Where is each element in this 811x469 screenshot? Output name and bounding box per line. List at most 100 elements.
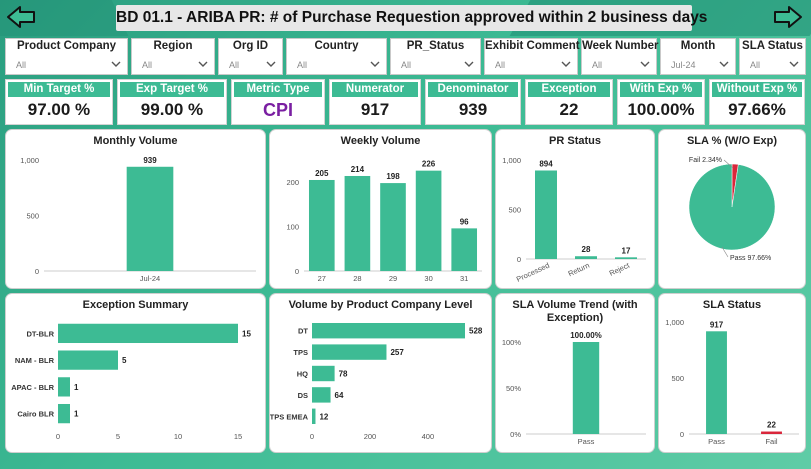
y-tick-label: DS <box>298 391 308 400</box>
data-label: 22 <box>767 421 776 430</box>
y-tick-label: 0 <box>35 267 39 276</box>
bar <box>572 342 600 434</box>
sla-pie-panel[interactable]: SLA % (W/O Exp) Fail 2.34% Pass 97.66% <box>658 129 806 289</box>
pie-slice <box>688 163 776 251</box>
chart-title: Weekly Volume <box>340 135 421 147</box>
slicer-org-id[interactable]: Org ID All <box>218 38 283 75</box>
bar <box>761 431 782 434</box>
product-company-chart: 0 200 400 528 DT 257 TPS 78 HQ 64 DS 12 TPS EMEA <box>270 322 483 441</box>
chevron-down-icon[interactable] <box>561 60 571 68</box>
product-company-panel[interactable]: Volume by Product Company Level 0 200 400 5… <box>269 293 492 453</box>
slicer-exhibit-comment[interactable]: Exhibit Comment All <box>484 38 580 75</box>
slicer-country[interactable]: Country All <box>286 38 387 75</box>
x-tick-label: 31 <box>460 274 468 283</box>
bar <box>380 183 406 271</box>
kpi-label: Min Target % <box>8 82 110 97</box>
bar <box>312 322 465 339</box>
sla-trend-panel[interactable]: SLA Volume Trend (with Exception) 0% 50% 1… <box>495 293 655 453</box>
data-label: 1 <box>74 410 79 419</box>
y-tick-label: 100% <box>502 338 522 347</box>
bar <box>415 170 442 271</box>
slicer-region[interactable]: Region All <box>131 38 215 75</box>
y-tick-label: TPS EMEA <box>270 412 309 421</box>
x-tick-label: 0 <box>56 432 60 441</box>
y-tick-label: 500 <box>671 374 684 383</box>
sla-status-panel[interactable]: SLA Status 0 500 1,000 917 Pass 22 Fail <box>658 293 806 453</box>
bar <box>312 365 335 382</box>
slicer-value: All <box>16 60 27 70</box>
weekly-volume-panel[interactable]: Weekly Volume 0 100 200 205 27 214 28 198 29 226 3… <box>269 129 492 289</box>
x-tick-label: 0 <box>310 432 314 441</box>
chevron-down-icon[interactable] <box>464 60 474 68</box>
slicer-label: Week Number <box>582 40 659 52</box>
kpi-label: Exception <box>528 82 610 97</box>
kpi-numerator: Numerator 917 <box>329 79 421 125</box>
x-tick-label: 29 <box>389 274 397 283</box>
y-tick-label: DT-BLR <box>27 329 55 338</box>
slicer-label: PR_Status <box>406 40 465 52</box>
y-tick-label: 0 <box>680 430 684 439</box>
x-tick-label: Pass <box>578 437 595 446</box>
x-tick-label: 30 <box>424 274 432 283</box>
data-label: 15 <box>242 329 251 338</box>
back-arrow-icon[interactable] <box>6 5 36 29</box>
chart-title: SLA Volume Trend (with Exception) <box>512 299 638 324</box>
bar <box>58 403 70 424</box>
chevron-down-icon[interactable] <box>789 60 799 68</box>
chevron-down-icon[interactable] <box>198 60 208 68</box>
y-tick-label: 500 <box>508 206 521 215</box>
kpi-value: 97.66% <box>728 100 786 119</box>
slicer-label: SLA Status <box>742 40 803 52</box>
slicer-label: Exhibit Comment <box>485 40 580 52</box>
kpi-denominator: Denominator 939 <box>425 79 521 125</box>
pr-status-panel[interactable]: PR Status 0 500 1,000 894 Processed 28 Return 1… <box>495 129 655 289</box>
bar <box>451 228 478 271</box>
slicer-label: Month <box>680 40 716 52</box>
exception-summary-panel[interactable]: Exception Summary 0 5 10 15 15 DT-BLR 5 NAM - B… <box>5 293 266 453</box>
bar <box>312 408 316 425</box>
slicer-sla-status[interactable]: SLA Status All <box>739 38 806 75</box>
x-tick-label: 5 <box>116 432 120 441</box>
kpi-label: Without Exp % <box>712 82 802 97</box>
header: BD 01.1 - ARIBA PR: # of Purchase Reques… <box>0 0 811 36</box>
kpi-value: 939 <box>458 100 488 119</box>
chevron-down-icon[interactable] <box>266 60 276 68</box>
bar <box>312 344 387 360</box>
data-label: 5 <box>122 356 127 365</box>
slicer-label: Org ID <box>232 40 269 52</box>
bar <box>58 323 238 344</box>
data-label: 205 <box>315 169 329 178</box>
y-tick-label: 100 <box>286 223 299 232</box>
y-tick-label: 200 <box>286 178 299 187</box>
data-label: 1 <box>74 383 79 392</box>
chevron-down-icon[interactable] <box>370 60 380 68</box>
slicer-month[interactable]: Month Jul-24 <box>660 38 736 75</box>
data-label: 17 <box>622 246 631 255</box>
kpi-value: 22 <box>559 100 579 119</box>
kpi-with-exp: With Exp % 100.00% <box>617 79 705 125</box>
data-label: 894 <box>539 159 553 168</box>
monthly-volume-panel[interactable]: Monthly Volume 0 500 1,000 939 Jul-24 <box>5 129 266 289</box>
y-tick-label: Cairo BLR <box>17 410 54 419</box>
chart-title: Exception Summary <box>82 299 189 311</box>
bar <box>706 331 727 434</box>
bar <box>344 175 371 271</box>
sla-pie-chart: Fail 2.34% Pass 97.66% <box>688 157 776 262</box>
y-tick-label: 0 <box>517 255 521 264</box>
slicer-value: All <box>229 60 240 70</box>
sla-status-chart: 0 500 1,000 917 Pass 22 Fail <box>665 318 799 446</box>
slicer-product-company[interactable]: Product Company All <box>5 38 128 75</box>
slicer-week-number[interactable]: Week Number All <box>581 38 659 75</box>
y-tick-label: 500 <box>26 212 39 221</box>
slicer-pr-status[interactable]: PR_Status All <box>390 38 481 75</box>
forward-arrow-icon[interactable] <box>773 5 803 29</box>
kpi-value: 917 <box>360 100 390 119</box>
chevron-down-icon[interactable] <box>640 60 650 68</box>
chevron-down-icon[interactable] <box>111 60 121 68</box>
x-tick-label: 27 <box>318 274 326 283</box>
data-label: 96 <box>460 217 469 226</box>
chevron-down-icon[interactable] <box>719 60 729 68</box>
kpi-min-target: Min Target % 97.00 % <box>5 79 113 125</box>
kpi-without-exp: Without Exp % 97.66% <box>709 79 805 125</box>
sla-trend-chart: 0% 50% 100% 100.00% Pass <box>502 331 646 446</box>
